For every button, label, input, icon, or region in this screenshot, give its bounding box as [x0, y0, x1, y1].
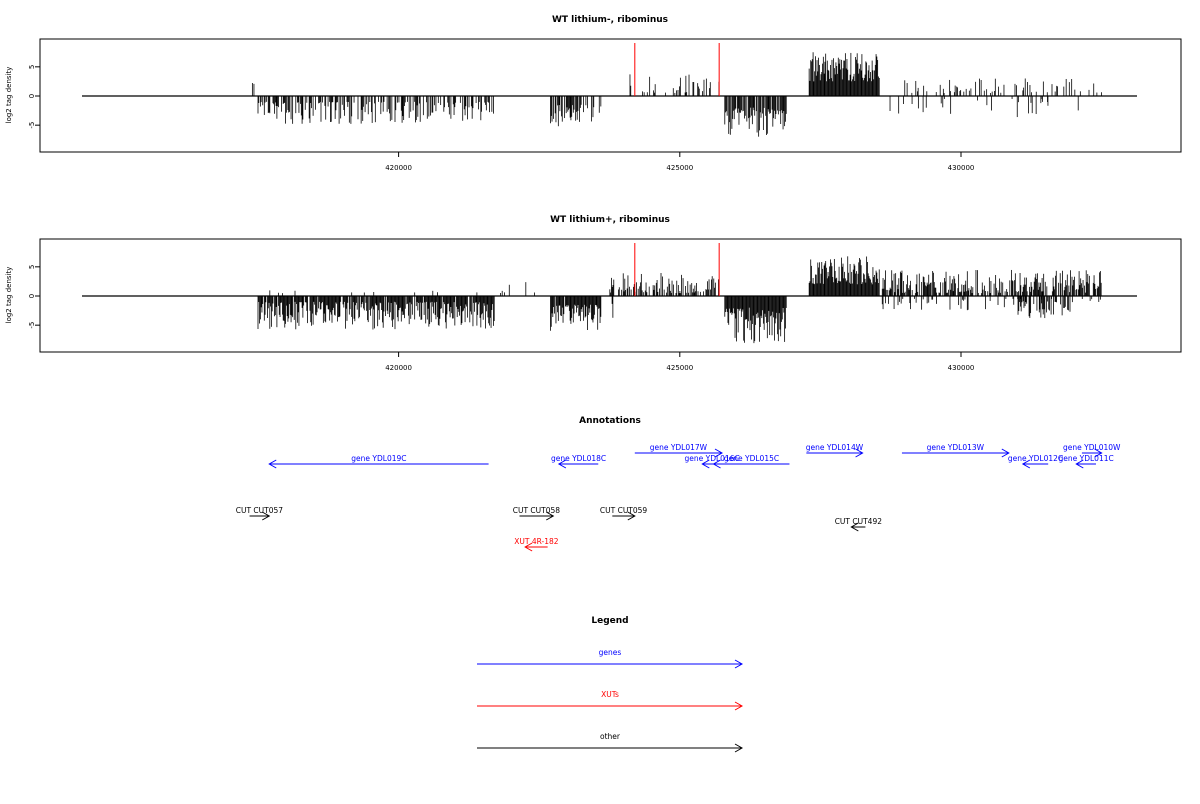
y-tick-label: 0: [28, 94, 36, 98]
annotation-feature: CUT CUT059: [600, 506, 648, 521]
feature-arrowhead: [714, 448, 723, 458]
legend-entry: genes: [477, 648, 744, 669]
feature-arrowhead: [557, 459, 567, 469]
x-tick-label: 430000: [948, 364, 975, 372]
legend-arrowhead: [734, 743, 744, 753]
y-tick-label: 0: [28, 294, 36, 298]
feature-label: XUT 4R-182: [514, 537, 559, 546]
y-tick-label: 5: [28, 65, 36, 69]
annotations-panel: Annotations gene YDL019C gene YDL018Cgene…: [236, 416, 1121, 552]
axes: 420000 425000 430000 -5 0 5: [28, 65, 974, 172]
feature-label: gene YDL013W: [927, 443, 985, 452]
feature-arrowhead: [261, 511, 271, 521]
x-tick-label: 425000: [666, 164, 693, 172]
annotation-feature: CUT CUT057: [236, 506, 284, 521]
annotation-feature: gene YDL017W: [634, 443, 723, 458]
bar-series: [82, 43, 1137, 137]
feature-arrowhead: [850, 522, 859, 532]
feature-label: gene YDL014W: [806, 443, 864, 452]
legend-arrowhead: [734, 659, 744, 669]
y-tick-label: 5: [28, 265, 36, 269]
annotation-feature: gene YDL015C: [712, 454, 790, 469]
legend-entry: other: [477, 732, 744, 753]
feature-label: gene YDL011C: [1059, 454, 1114, 463]
y-axis-label: log2 tag density: [5, 267, 13, 324]
feature-arrowhead: [1001, 448, 1010, 458]
feature-arrowhead: [701, 459, 710, 469]
x-tick-label: 420000: [385, 364, 412, 372]
feature-arrowhead: [1075, 459, 1084, 469]
feature-arrowhead: [268, 459, 277, 469]
annotation-feature: XUT 4R-182: [514, 537, 559, 552]
annotation-feature: gene YDL012C: [1008, 454, 1063, 469]
feature-label: gene YDL016C: [685, 454, 740, 463]
annotation-features: gene YDL019C gene YDL018C gene YDL017W gene…: [236, 443, 1121, 552]
y-tick-label: -5: [28, 122, 36, 129]
x-tick-label: 430000: [948, 164, 975, 172]
feature-label: CUT CUT057: [236, 506, 284, 515]
panel-lithium-minus: WT lithium-, ribominus log2 tag density …: [5, 15, 1182, 172]
legend-panel: Legend genes XUTs other: [477, 616, 744, 753]
legend-label: XUTs: [601, 690, 619, 699]
axes: 420000 425000 430000 -5 0 5: [28, 265, 974, 372]
feature-label: gene YDL019C: [351, 454, 406, 463]
feature-label: CUT CUT059: [600, 506, 648, 515]
bar-series: [82, 243, 1137, 344]
annotation-feature: gene YDL018C: [551, 454, 606, 469]
legend-entries: genes XUTs other: [477, 648, 744, 753]
feature-arrowhead: [524, 542, 533, 552]
annotation-feature: CUT CUT058: [513, 506, 561, 521]
annotation-feature: gene YDL010W: [1063, 443, 1121, 458]
legend-label: genes: [599, 648, 622, 657]
annotation-feature: gene YDL019C: [268, 454, 489, 469]
legend-arrowhead: [734, 701, 744, 711]
panel-lithium-plus: WT lithium+, ribominus log2 tag density …: [5, 215, 1182, 372]
feature-arrowhead: [546, 511, 555, 521]
feature-arrowhead: [1094, 448, 1103, 458]
annotation-feature: gene YDL014W: [806, 443, 864, 458]
panel-title: WT lithium-, ribominus: [552, 15, 668, 25]
feature-arrowhead: [855, 448, 864, 458]
annotation-feature: CUT CUT492: [835, 517, 883, 532]
feature-label: gene YDL010W: [1063, 443, 1121, 452]
feature-arrowhead: [1021, 459, 1031, 469]
annotation-feature: gene YDL011C: [1059, 454, 1114, 469]
annotations-title: Annotations: [579, 416, 641, 426]
y-tick-label: -5: [28, 322, 36, 329]
legend-entry: XUTs: [477, 690, 744, 711]
feature-label: gene YDL012C: [1008, 454, 1063, 463]
feature-label: gene YDL015C: [724, 454, 779, 463]
legend-label: other: [600, 732, 621, 741]
panel-title: WT lithium+, ribominus: [550, 215, 670, 225]
annotation-feature: gene YDL013W: [901, 443, 1010, 458]
feature-arrowhead: [627, 511, 636, 521]
feature-label: gene YDL017W: [650, 443, 708, 452]
legend-title: Legend: [591, 616, 628, 626]
x-tick-label: 425000: [666, 364, 693, 372]
feature-label: gene YDL018C: [551, 454, 606, 463]
feature-arrowhead: [712, 459, 721, 469]
y-axis-label: log2 tag density: [5, 67, 13, 124]
feature-label: CUT CUT058: [513, 506, 561, 515]
feature-label: CUT CUT492: [835, 517, 883, 526]
x-tick-label: 420000: [385, 164, 412, 172]
